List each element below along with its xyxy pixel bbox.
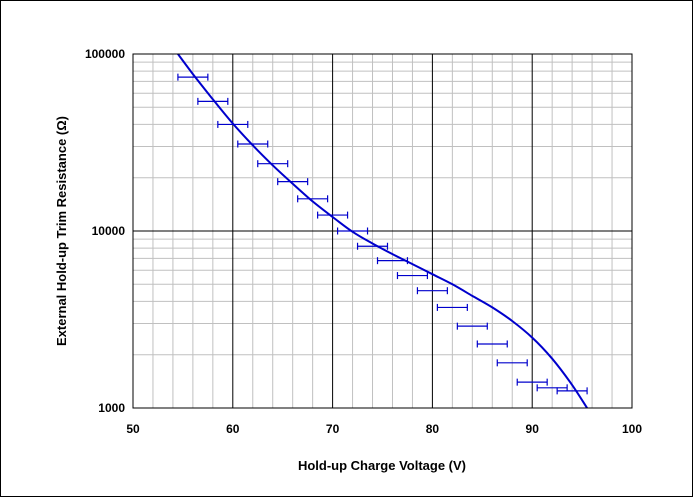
x-tick-label: 90: [526, 422, 540, 436]
major-grid: [133, 54, 632, 408]
x-tick-label: 80: [426, 422, 440, 436]
x-tick-label: 70: [326, 422, 340, 436]
x-tick-labels: 50 60 70 80 90 100: [126, 422, 642, 436]
y-tick-label: 1000: [98, 401, 125, 415]
x-tick-label: 50: [126, 422, 140, 436]
y-tick-label: 100000: [85, 47, 125, 61]
plot-border: [132, 53, 633, 409]
x-axis-label: Hold-up Charge Voltage (V): [298, 458, 466, 473]
series-line: [177, 53, 588, 409]
x-tick-label: 100: [622, 422, 642, 436]
y-tick-label: 10000: [92, 224, 126, 238]
x-tick-label: 60: [226, 422, 240, 436]
y-axis-label: External Hold-up Trim Resistance (Ω): [54, 116, 69, 346]
y-tick-labels: 1000 10000 100000: [85, 47, 125, 415]
